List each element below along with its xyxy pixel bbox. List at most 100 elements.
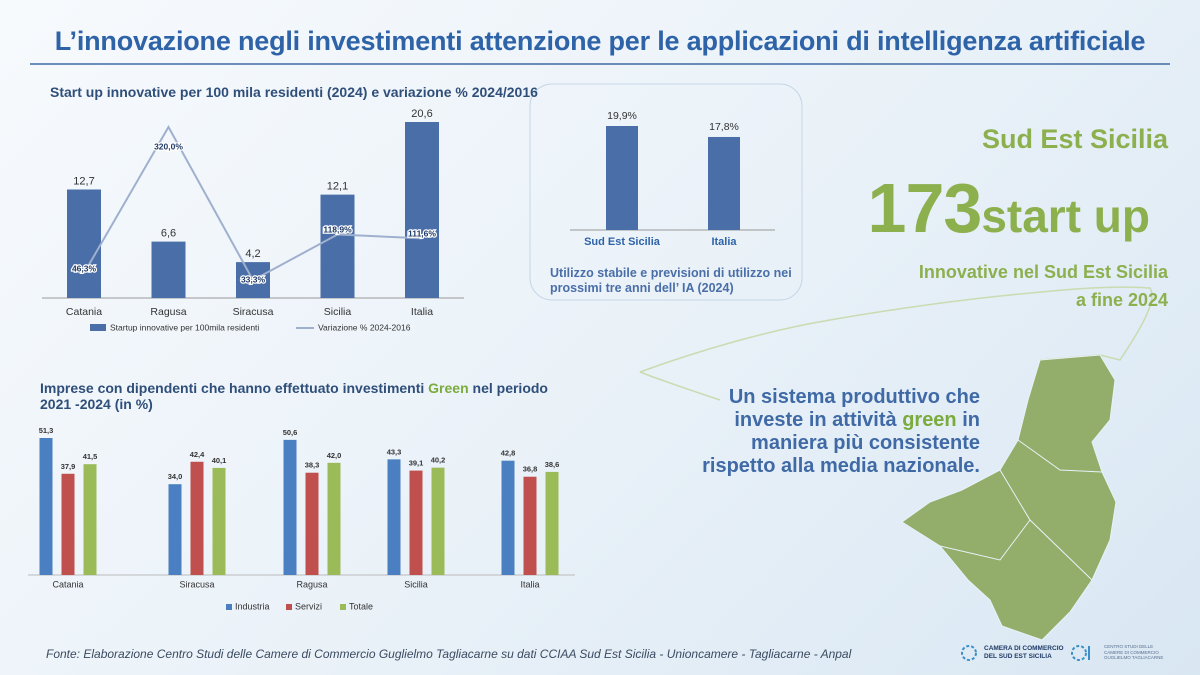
- value-label: 19,9%: [607, 110, 637, 122]
- x-tick-label: Italia: [711, 236, 737, 248]
- value-label: 12,7: [73, 175, 94, 187]
- logo-text: CAMERA DI COMMERCIO DEL SUD EST SICILIA: [984, 645, 1064, 661]
- message-text: maniera più consistente: [751, 432, 980, 454]
- kpi-unit: start up: [981, 190, 1150, 242]
- value-label: 36,8: [523, 465, 538, 474]
- message-line: maniera più consistente: [640, 432, 980, 455]
- message-text: green: [902, 409, 957, 431]
- kpi-caption: Innovative nel Sud Est Sicilia a fine 202…: [850, 258, 1168, 314]
- map-outline: [639, 286, 1153, 373]
- value-label: 6,6: [161, 228, 176, 240]
- bar: [190, 461, 204, 575]
- value-label: 42,8: [501, 449, 516, 458]
- x-tick-label: Sud Est Sicilia: [584, 236, 661, 248]
- logo-line: CAMERA DI COMMERCIO: [984, 645, 1064, 652]
- bar: [523, 476, 537, 575]
- panel-border: [529, 83, 803, 301]
- legend-label: Startup innovative per 100mila residenti: [110, 322, 259, 332]
- value-label: 51,3: [39, 426, 54, 435]
- bar: [327, 462, 341, 575]
- bar: [431, 467, 445, 575]
- value-label: 37,9: [61, 462, 76, 471]
- value-label: 42,4: [190, 450, 205, 459]
- region-name: Sud Est Sicilia: [981, 124, 1168, 154]
- message-text: Un sistema produttivo che: [728, 386, 980, 408]
- bar: [168, 484, 182, 575]
- title-part: nel periodo 2021 -2024 (in %): [40, 380, 548, 412]
- x-tick-label: Italia: [520, 579, 539, 589]
- legend-swatch: [340, 604, 346, 610]
- logo-line: CENTRO STUDI DELLE: [1104, 644, 1154, 649]
- bar: [387, 459, 401, 575]
- bar: [61, 473, 75, 575]
- chart-title: Utilizzo stabile e previsioni di utilizz…: [550, 266, 792, 295]
- bar: [83, 464, 97, 575]
- caption-line: Innovative nel Sud Est Sicilia: [918, 262, 1168, 282]
- x-tick-label: Ragusa: [150, 306, 186, 318]
- bar: [545, 471, 559, 575]
- kpi-number: 173: [867, 169, 983, 247]
- map-sud-est: [901, 354, 1117, 641]
- bar: [283, 439, 297, 575]
- logo-line: CAMERE DI COMMERCIO: [1104, 649, 1159, 655]
- bar: [501, 460, 515, 575]
- legend-swatch: [286, 604, 292, 610]
- value-label: 39,1: [409, 459, 424, 468]
- bar: [708, 136, 740, 230]
- logo-icon: [1071, 645, 1090, 661]
- value-label: 41,5: [83, 452, 98, 461]
- x-tick-label: Catania: [66, 306, 102, 318]
- bar: [405, 122, 439, 298]
- value-label: 17,8%: [709, 121, 739, 133]
- x-tick-label: Ragusa: [296, 579, 327, 589]
- value-label: 12,1: [327, 181, 348, 193]
- legend-swatch: [226, 604, 232, 610]
- bar: [151, 241, 186, 298]
- x-tick-label: Siracusa: [179, 579, 214, 589]
- line-label: 33,3%: [241, 274, 266, 284]
- logo-text: CENTRO STUDI DELLE CAMERE DI COMMERCIO GUG…: [1104, 644, 1163, 661]
- value-label: 43,3: [387, 447, 402, 456]
- chart-title: Imprese con dipendenti che hanno effettu…: [40, 380, 560, 412]
- x-tick-label: Catania: [52, 579, 83, 589]
- caption-line: a fine 2024: [1075, 290, 1168, 310]
- message-line: investe in attività green in: [640, 409, 980, 432]
- line-label: 111,6%: [408, 229, 436, 239]
- message: Un sistema produttivo che investe in att…: [640, 386, 980, 478]
- value-label: 50,6: [283, 428, 298, 437]
- bar: [320, 194, 355, 298]
- map-outline: [639, 371, 721, 401]
- value-label: 34,0: [168, 472, 183, 481]
- message-text: rispetto alla media nazionale.: [702, 455, 980, 477]
- map-province-border: [939, 439, 1103, 581]
- value-label: 20,6: [411, 108, 432, 120]
- bar: [39, 438, 53, 575]
- main-title: L’innovazione negli investimenti attenzi…: [54, 26, 1146, 56]
- value-label: 42,0: [327, 451, 342, 460]
- line: [83, 124, 423, 282]
- value-label: 4,2: [245, 248, 260, 260]
- legend-label: Servizi: [295, 601, 322, 611]
- legend-label: Totale: [349, 601, 373, 611]
- bar: [67, 189, 101, 298]
- chart-title: Start up innovative per 100 mila residen…: [50, 84, 538, 100]
- message-line: rispetto alla media nazionale.: [640, 455, 980, 478]
- title-part: Imprese con dipendenti che hanno effettu…: [40, 380, 425, 396]
- message-text: in: [962, 409, 980, 431]
- line-label: 118,9%: [323, 225, 352, 235]
- message-line: Un sistema produttivo che: [640, 386, 980, 409]
- bar: [606, 126, 638, 230]
- bar: [305, 472, 319, 575]
- x-tick-label: Siracusa: [233, 306, 274, 318]
- value-label: 38,6: [545, 460, 560, 469]
- bar: [409, 470, 423, 575]
- bar: [212, 467, 226, 575]
- value-label: 40,1: [212, 456, 227, 465]
- value-label: 40,2: [431, 456, 446, 465]
- legend-swatch: [90, 324, 106, 331]
- value-label: 38,3: [305, 461, 320, 470]
- logo-icon: [961, 645, 977, 661]
